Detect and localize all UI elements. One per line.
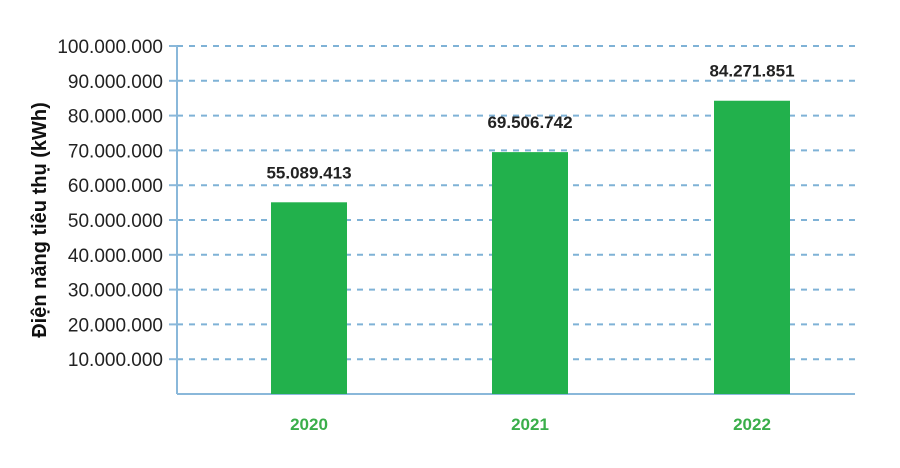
category-label-2022: 2022 xyxy=(733,415,771,434)
category-label-2020: 2020 xyxy=(290,415,328,434)
data-label-2022: 84.271.851 xyxy=(709,62,794,81)
category-labels: 2020 2021 2022 xyxy=(290,415,771,434)
bars xyxy=(271,100,790,395)
y-tick-label: 40.000.000 xyxy=(68,246,163,267)
y-tick-label: 20.000.000 xyxy=(68,315,163,336)
y-tick-labels: 10.000.000 20.000.000 30.000.000 40.000.000… xyxy=(57,37,163,371)
y-tick-label: 60.000.000 xyxy=(68,176,163,197)
y-tick-label: 90.000.000 xyxy=(68,72,163,93)
y-tick-label: 100.000.000 xyxy=(57,37,163,58)
bar-2021 xyxy=(492,152,568,394)
bar-2020 xyxy=(271,202,347,394)
y-tick-label: 70.000.000 xyxy=(68,141,163,162)
y-tick-label: 30.000.000 xyxy=(68,281,163,302)
data-label-2021: 69.506.742 xyxy=(487,113,572,132)
y-tick-label: 50.000.000 xyxy=(68,211,163,232)
data-label-2020: 55.089.413 xyxy=(266,163,351,182)
data-labels: 55.089.413 69.506.742 84.271.851 xyxy=(266,62,794,183)
y-tick-label: 10.000.000 xyxy=(68,350,163,371)
y-tick-label: 80.000.000 xyxy=(68,107,163,128)
y-axis-title: Điện năng tiêu thụ (kWh) xyxy=(29,102,51,338)
category-label-2021: 2021 xyxy=(511,415,549,434)
bar-2022 xyxy=(714,100,790,395)
